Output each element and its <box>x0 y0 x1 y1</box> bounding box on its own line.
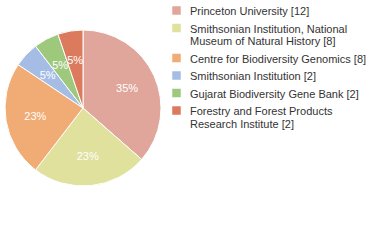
legend-swatch <box>172 89 181 98</box>
legend-label: Forestry and Forest ProductsResearch Ins… <box>190 105 333 130</box>
legend-line: Smithsonian Institution [2] <box>190 70 316 82</box>
data-label: 23% <box>24 110 46 122</box>
legend-line: Research Institute [2] <box>190 118 294 130</box>
legend-swatch <box>172 24 181 33</box>
chart: 35%23%23%5%5%5%Princeton University [12]… <box>0 0 380 240</box>
legend-line: Princeton University [12] <box>190 5 309 17</box>
data-label: 23% <box>77 150 99 162</box>
legend-label: Centre for Biodiversity Genomics [8] <box>190 53 366 65</box>
legend-swatch <box>172 54 181 63</box>
legend-line: Gujarat Biodiversity Gene Bank [2] <box>190 88 359 100</box>
legend-line: Forestry and Forest Products <box>190 105 333 117</box>
legend-label: Gujarat Biodiversity Gene Bank [2] <box>190 88 359 100</box>
legend: Princeton University [12] Smithsonian Ins… <box>172 5 366 130</box>
data-label: 5% <box>67 54 83 66</box>
legend-line: Smithsonian Institution, National <box>190 23 347 35</box>
legend-label: Smithsonian Institution, NationalMuseum … <box>190 23 347 48</box>
legend-line: Museum of Natural History [8] <box>190 35 336 47</box>
slices <box>5 30 161 186</box>
data-label: 5% <box>52 59 68 71</box>
legend-swatch <box>172 71 181 80</box>
data-label: 35% <box>116 82 138 94</box>
legend-label: Princeton University [12] <box>190 5 309 17</box>
legend-label: Smithsonian Institution [2] <box>190 70 316 82</box>
legend-line: Centre for Biodiversity Genomics [8] <box>190 53 366 65</box>
legend-swatch <box>172 106 181 115</box>
legend-swatch <box>172 6 181 15</box>
data-labels: 35%23%23%5%5%5% <box>24 54 138 162</box>
